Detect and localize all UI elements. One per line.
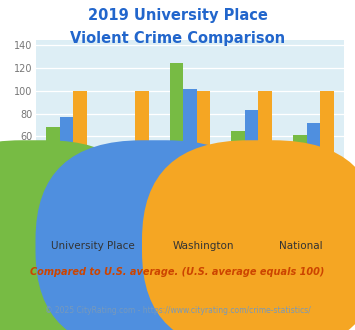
Text: Aggravated Assault: Aggravated Assault: [271, 230, 355, 239]
Bar: [170, 63, 183, 205]
Bar: [60, 117, 73, 205]
Text: Violent Crime Comparison: Violent Crime Comparison: [70, 31, 285, 46]
Text: © 2025 CityRating.com - https://www.cityrating.com/crime-statistics/: © 2025 CityRating.com - https://www.city…: [45, 306, 310, 315]
Bar: [135, 91, 148, 205]
Bar: [197, 91, 210, 205]
Bar: [121, 147, 135, 205]
Text: All Violent Crime: All Violent Crime: [31, 230, 102, 239]
Bar: [183, 88, 197, 205]
Bar: [46, 127, 60, 205]
Bar: [307, 123, 320, 205]
Bar: [320, 91, 334, 205]
Text: Washington: Washington: [172, 241, 234, 251]
Text: 2019 University Place: 2019 University Place: [88, 8, 267, 23]
Bar: [231, 131, 245, 205]
Text: National: National: [279, 241, 322, 251]
Bar: [293, 135, 307, 205]
Text: Compared to U.S. average. (U.S. average equals 100): Compared to U.S. average. (U.S. average …: [30, 267, 325, 277]
Bar: [73, 91, 87, 205]
Text: University Place: University Place: [51, 241, 135, 251]
Bar: [258, 91, 272, 205]
Text: Rape: Rape: [179, 230, 201, 239]
Text: Murder & Mans...: Murder & Mans...: [91, 216, 165, 225]
Text: Robbery: Robbery: [234, 216, 270, 225]
Bar: [245, 110, 258, 205]
